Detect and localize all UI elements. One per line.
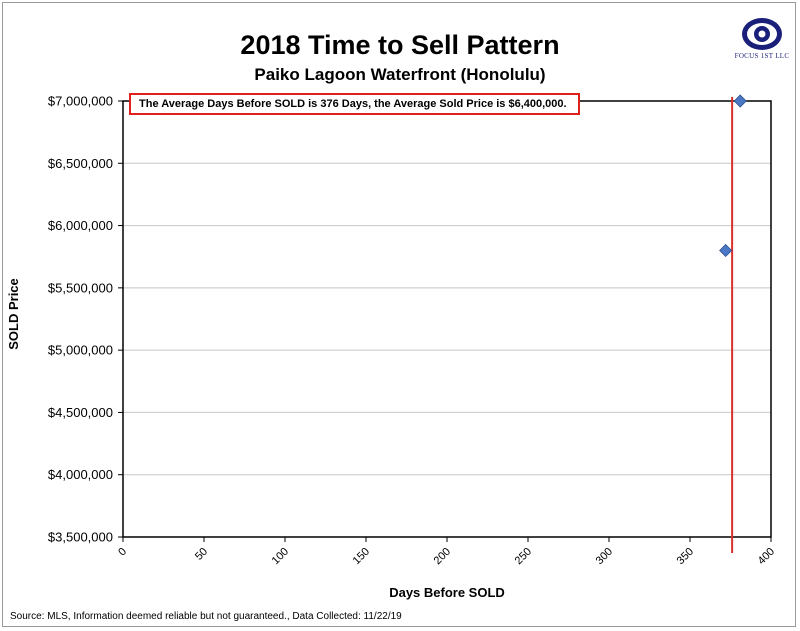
x-tick-label: 50: [193, 546, 210, 563]
eye-icon: [742, 18, 782, 50]
y-tick-label: $5,500,000: [48, 280, 113, 295]
source-note: Source: MLS, Information deemed reliable…: [10, 611, 402, 622]
chart-title: 2018 Time to Sell Pattern: [240, 30, 560, 60]
y-tick-label: $6,000,000: [48, 218, 113, 233]
x-tick-label: 350: [675, 546, 696, 567]
x-tick-label: 250: [513, 546, 534, 567]
logo-text: FOCUS 1ST LLC: [734, 52, 790, 60]
x-tick-label: 300: [594, 546, 615, 567]
x-tick-label: 0: [116, 546, 129, 559]
y-tick-label: $4,000,000: [48, 467, 113, 482]
plot-area-border: [122, 100, 772, 538]
chart-subtitle: Paiko Lagoon Waterfront (Honolulu): [254, 65, 546, 84]
y-tick-label: $6,500,000: [48, 156, 113, 171]
data-point: [719, 243, 733, 258]
y-tick-label: $5,000,000: [48, 343, 113, 358]
y-tick-label: $3,500,000: [48, 530, 113, 545]
x-tick-label: 150: [351, 546, 372, 567]
x-tick-label: 100: [270, 546, 291, 567]
x-tick-label: 400: [756, 546, 777, 567]
average-annotation: The Average Days Before SOLD is 376 Days…: [129, 93, 580, 115]
x-axis-label: Days Before SOLD: [389, 585, 505, 600]
data-point: [733, 94, 747, 108]
x-tick-label: 200: [432, 546, 453, 567]
y-tick-label: $4,500,000: [48, 405, 113, 420]
y-tick-label: $7,000,000: [48, 94, 113, 109]
